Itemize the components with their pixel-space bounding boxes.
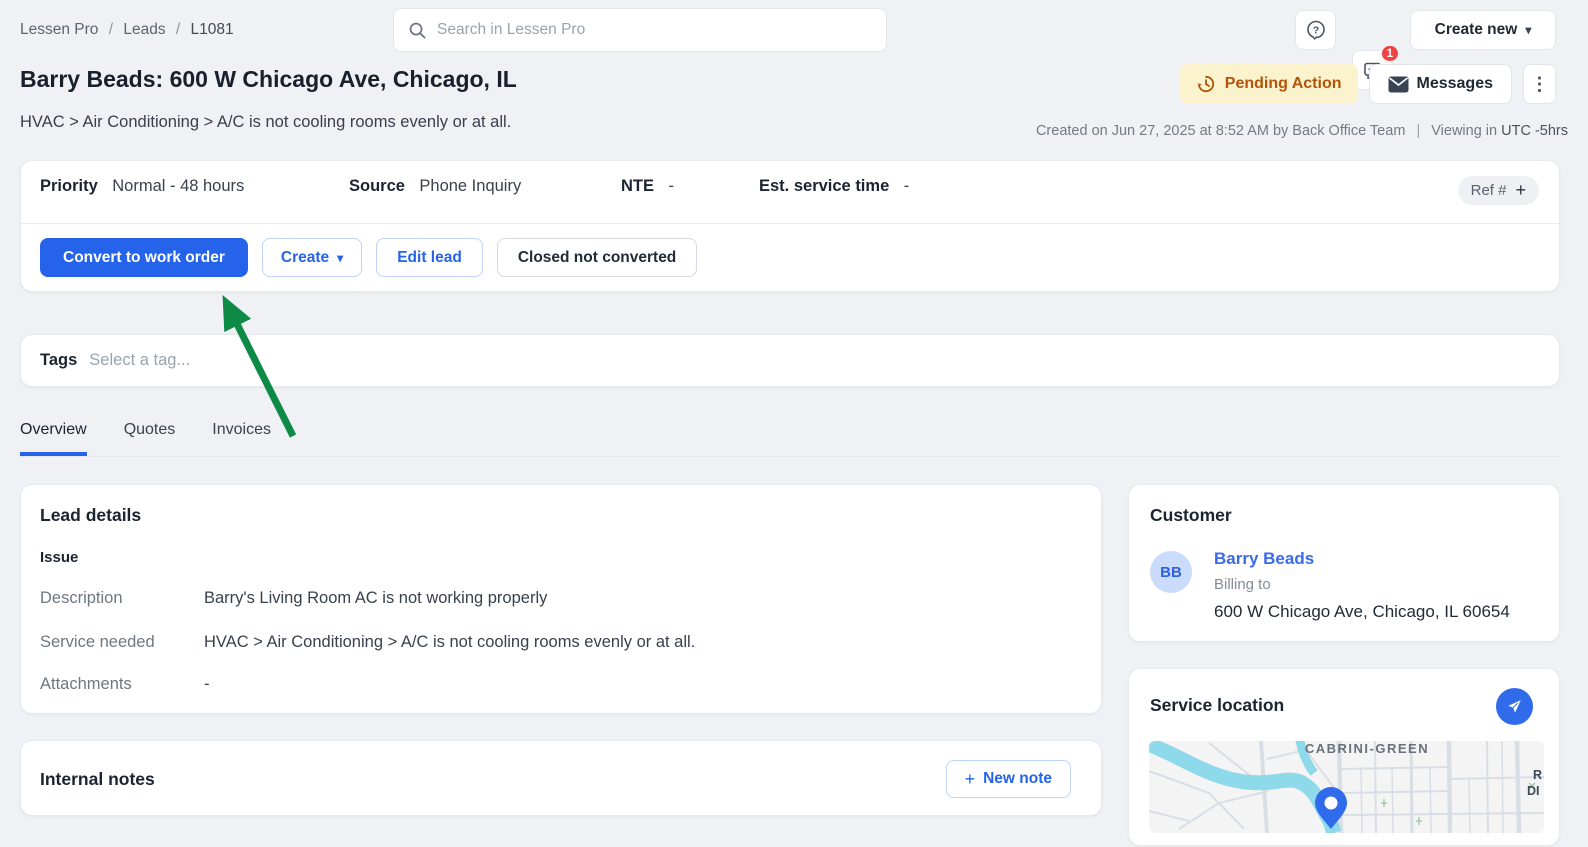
- tags-card: Tags Select a tag...: [20, 334, 1560, 387]
- messages-button[interactable]: Messages: [1368, 64, 1512, 104]
- service-path: HVAC > Air Conditioning > A/C is not coo…: [20, 113, 512, 131]
- internal-notes-title: Internal notes: [40, 769, 155, 789]
- map-label-edge-2: DI: [1527, 784, 1540, 798]
- map-pin-icon: [1315, 787, 1347, 829]
- help-button[interactable]: ?: [1295, 10, 1336, 50]
- messages-label: Messages: [1416, 75, 1494, 92]
- create-label: Create: [280, 248, 330, 266]
- notification-count-badge: 1: [1379, 44, 1400, 63]
- more-actions-button[interactable]: ⋮: [1523, 64, 1556, 104]
- pending-action-label: Pending Action: [1224, 75, 1342, 92]
- chevron-down-icon: ▾: [337, 250, 344, 265]
- tags-label: Tags: [40, 351, 78, 369]
- tags-select-input[interactable]: Select a tag...: [89, 351, 191, 369]
- summary-actions: Convert to work order Create ▾ Edit lead…: [40, 238, 698, 277]
- chevron-down-icon: ▾: [1525, 23, 1532, 37]
- service-needed-label: Service needed: [40, 633, 155, 651]
- edit-lead-button[interactable]: Edit lead: [376, 238, 483, 277]
- field-label: Source: [349, 177, 405, 195]
- created-separator: |: [1416, 123, 1421, 139]
- header-actions: Pending Action Messages ⋮: [1179, 64, 1556, 104]
- customer-card: Customer BB Barry Beads Billing to 600 W…: [1128, 484, 1560, 642]
- tab-overview[interactable]: Overview: [20, 421, 87, 456]
- map-label-edge-1: R: [1533, 768, 1542, 782]
- create-new-button[interactable]: Create new ▾: [1410, 10, 1556, 50]
- edit-lead-label: Edit lead: [397, 248, 462, 266]
- svg-text:?: ?: [1312, 24, 1318, 36]
- attachments-value: -: [204, 675, 210, 693]
- field-value: -: [668, 177, 674, 195]
- created-line: Created on Jun 27, 2025 at 8:52 AM by Ba…: [1036, 123, 1568, 139]
- field-value: -: [903, 177, 910, 195]
- breadcrumb-separator: /: [108, 21, 114, 38]
- timezone: UTC -5hrs: [1501, 123, 1568, 139]
- envelope-icon: [1388, 76, 1409, 93]
- created-text: Created on Jun 27, 2025 at 8:52 AM by Ba…: [1035, 123, 1406, 139]
- internal-notes-card: Internal notes + New note: [20, 740, 1102, 816]
- global-search[interactable]: [393, 8, 887, 52]
- search-input[interactable]: [437, 21, 872, 39]
- breadcrumb-leads[interactable]: Leads: [123, 21, 166, 38]
- map[interactable]: CABRINI-GREEN R DI: [1149, 741, 1544, 833]
- lead-details-title: Lead details: [40, 505, 142, 525]
- plus-icon[interactable]: +: [1515, 180, 1526, 200]
- kebab-icon: ⋮: [1530, 73, 1549, 94]
- attachments-label: Attachments: [40, 675, 132, 693]
- history-clock-icon: [1196, 74, 1216, 94]
- field-nte: NTE -: [621, 177, 674, 196]
- ref-label: Ref #: [1470, 182, 1507, 199]
- summary-divider: [21, 223, 1559, 224]
- field-label: NTE: [621, 177, 654, 195]
- search-icon: [408, 21, 427, 40]
- avatar-initials: BB: [1160, 563, 1182, 581]
- navigate-button[interactable]: [1496, 688, 1533, 725]
- viewing-prefix: Viewing in: [1431, 123, 1498, 139]
- field-value: Phone Inquiry: [419, 177, 522, 195]
- convert-to-work-order-button[interactable]: Convert to work order: [40, 238, 248, 277]
- breadcrumb-lead-id: L1081: [190, 21, 234, 38]
- field-priority: Priority Normal - 48 hours: [40, 177, 244, 196]
- service-needed-value: HVAC > Air Conditioning > A/C is not coo…: [204, 633, 696, 651]
- tab-quotes[interactable]: Quotes: [123, 421, 176, 438]
- map-label-neighborhood: CABRINI-GREEN: [1305, 741, 1429, 756]
- create-new-label: Create new: [1434, 21, 1518, 38]
- breadcrumb-separator: /: [175, 21, 181, 38]
- avatar: BB: [1150, 551, 1192, 593]
- new-note-button[interactable]: + New note: [945, 760, 1071, 798]
- service-location-title: Service location: [1150, 695, 1285, 715]
- plus-icon: +: [964, 768, 976, 789]
- tab-invoices[interactable]: Invoices: [212, 421, 271, 438]
- customer-title: Customer: [1150, 505, 1232, 525]
- description-label: Description: [40, 589, 123, 607]
- help-icon: ?: [1305, 19, 1327, 41]
- field-label: Priority: [40, 177, 98, 195]
- map-image: CABRINI-GREEN R DI: [1149, 741, 1544, 833]
- billing-to-label: Billing to: [1214, 576, 1271, 593]
- convert-label: Convert to work order: [63, 248, 225, 266]
- breadcrumb: Lessen Pro / Leads / L1081: [20, 21, 234, 39]
- ref-number-pill[interactable]: Ref # +: [1457, 176, 1539, 205]
- field-source: Source Phone Inquiry: [349, 177, 521, 196]
- breadcrumb-app[interactable]: Lessen Pro: [20, 21, 99, 38]
- closed-not-converted-button[interactable]: Closed not converted: [496, 238, 698, 277]
- create-dropdown-button[interactable]: Create ▾: [261, 238, 363, 277]
- billing-address: 600 W Chicago Ave, Chicago, IL 60654: [1214, 602, 1510, 621]
- lead-summary-card: Priority Normal - 48 hours Source Phone …: [20, 160, 1560, 292]
- page-title: Barry Beads: 600 W Chicago Ave, Chicago,…: [20, 66, 517, 92]
- description-value: Barry's Living Room AC is not working pr…: [204, 589, 548, 607]
- customer-name-link[interactable]: Barry Beads: [1214, 549, 1315, 568]
- send-icon: [1506, 698, 1523, 715]
- field-label: Est. service time: [759, 177, 890, 195]
- service-location-card: Service location: [1128, 668, 1560, 846]
- field-est-service-time: Est. service time -: [759, 177, 909, 196]
- lead-details-card: Lead details Issue Description Barry's L…: [20, 484, 1102, 714]
- closed-label: Closed not converted: [517, 248, 677, 266]
- tab-bar: Overview Quotes Invoices: [20, 421, 1560, 457]
- issue-section-label: Issue: [40, 549, 79, 566]
- field-value: Normal - 48 hours: [112, 177, 245, 195]
- new-note-label: New note: [983, 770, 1052, 787]
- pending-action-badge: Pending Action: [1179, 64, 1358, 104]
